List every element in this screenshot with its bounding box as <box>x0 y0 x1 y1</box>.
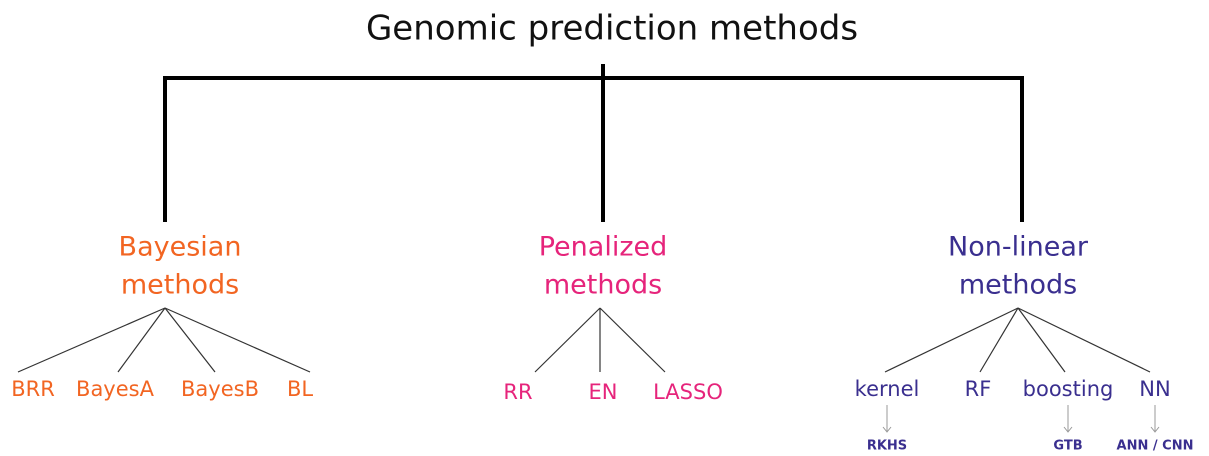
method-label: EN <box>589 380 618 404</box>
branch <box>1017 307 1066 373</box>
branch <box>1017 307 1151 373</box>
group-label: Penalized <box>539 232 668 263</box>
sub-label: ANN / CNN <box>1117 439 1194 454</box>
method-label: NN <box>1139 377 1170 401</box>
method-label: BRR <box>11 377 55 401</box>
sub-label: GTB <box>1053 439 1082 454</box>
method-label: boosting <box>1023 377 1114 401</box>
arrow <box>1150 405 1160 433</box>
group-label: Bayesian <box>119 232 242 263</box>
branch <box>534 307 601 373</box>
group-label: Non-linear <box>948 232 1089 263</box>
branch <box>164 307 311 373</box>
group-label: methods <box>121 270 239 301</box>
method-label: LASSO <box>653 380 723 404</box>
sub-label: RKHS <box>867 439 907 454</box>
method-label: BL <box>287 377 313 401</box>
connector <box>163 64 1024 222</box>
branch <box>979 307 1019 373</box>
group-label: methods <box>544 270 662 301</box>
branch <box>164 307 216 373</box>
arrow <box>882 405 892 433</box>
arrow <box>1063 405 1073 433</box>
method-label: BayesA <box>76 377 155 401</box>
title: Genomic prediction methods <box>366 9 858 49</box>
method-label: RF <box>965 377 992 401</box>
branch <box>117 307 166 373</box>
branch <box>599 307 666 373</box>
branch <box>17 307 166 373</box>
branch <box>884 307 1019 373</box>
group-label: methods <box>959 270 1077 301</box>
method-label: RR <box>503 380 532 404</box>
method-label: BayesB <box>181 377 259 401</box>
method-label: kernel <box>855 377 920 401</box>
